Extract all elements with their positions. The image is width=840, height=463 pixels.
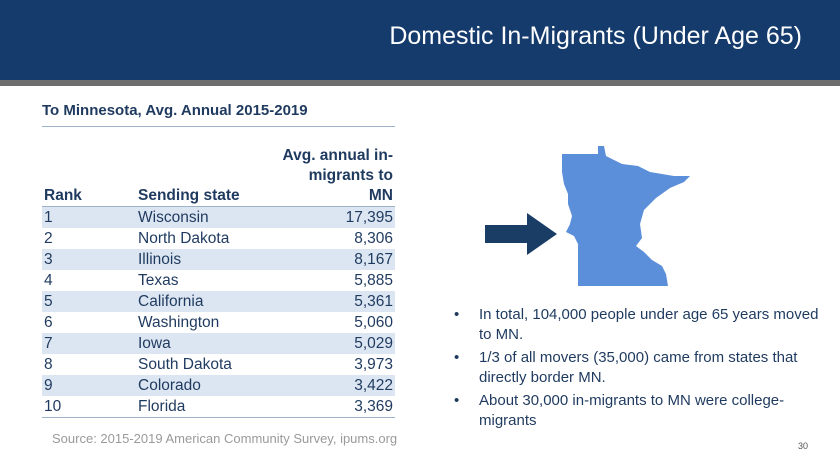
rank-cell: 5 xyxy=(44,293,53,310)
column-header-value: Avg. annual in- migrants to MN xyxy=(280,146,395,207)
rank-cell: 2 xyxy=(44,230,53,247)
state-cell: Iowa xyxy=(138,335,171,352)
state-cell: Texas xyxy=(138,272,179,289)
value-cell: 3,422 xyxy=(354,377,393,394)
column-header-state: Sending state xyxy=(138,187,240,204)
value-cell: 5,361 xyxy=(354,293,393,310)
rank-cell: 1 xyxy=(44,209,53,226)
state-cell: Florida xyxy=(138,398,186,415)
slide-header: Domestic In-Migrants (Under Age 65) xyxy=(0,0,840,80)
table-row: 6 Washington 5,060 xyxy=(42,312,395,333)
table-row: 1 Wisconsin 17,395 xyxy=(42,206,395,228)
slide-title: Domestic In-Migrants (Under Age 65) xyxy=(389,22,802,50)
value-cell: 17,395 xyxy=(345,209,393,226)
rank-cell: 7 xyxy=(44,335,53,352)
state-cell: Illinois xyxy=(138,251,182,268)
state-cell: South Dakota xyxy=(138,356,232,373)
state-cell: Washington xyxy=(138,314,220,331)
table-row: 2 North Dakota 8,306 xyxy=(42,228,395,249)
rank-cell: 3 xyxy=(44,251,53,268)
value-cell: 8,306 xyxy=(354,230,393,247)
value-cell: 3,369 xyxy=(354,398,393,415)
rank-cell: 9 xyxy=(44,377,53,394)
bullet-item: • 1/3 of all movers (35,000) came from st… xyxy=(452,348,824,388)
table-row: 9 Colorado 3,422 xyxy=(42,375,395,396)
table-row: 10 Florida 3,369 xyxy=(42,396,395,418)
bullet-glyph: • xyxy=(454,349,460,366)
rank-cell: 8 xyxy=(44,356,53,373)
rank-cell: 6 xyxy=(44,314,53,331)
state-cell: California xyxy=(138,293,204,310)
value-cell: 5,060 xyxy=(354,314,393,331)
right-arrow-icon xyxy=(485,213,557,255)
page-number: 30 xyxy=(797,441,808,451)
key-findings-list: • In total, 104,000 people under age 65 y… xyxy=(452,305,824,434)
column-header-value-line2: migrants to MN xyxy=(308,167,393,204)
state-cell: Wisconsin xyxy=(138,209,209,226)
table-row: 4 Texas 5,885 xyxy=(42,270,395,291)
bullet-glyph: • xyxy=(454,306,460,323)
header-stripe xyxy=(0,80,840,86)
bullet-text: 1/3 of all movers (35,000) came from sta… xyxy=(479,349,798,386)
bullet-text: In total, 104,000 people under age 65 ye… xyxy=(479,306,819,343)
table-row: 8 South Dakota 3,973 xyxy=(42,354,395,375)
bullet-text: About 30,000 in-migrants to MN were coll… xyxy=(479,392,785,429)
state-cell: Colorado xyxy=(138,377,201,394)
table-header-row: Rank Sending state Avg. annual in- migra… xyxy=(42,146,395,207)
value-cell: 5,029 xyxy=(354,335,393,352)
rank-cell: 10 xyxy=(44,398,62,415)
title-divider xyxy=(42,126,395,127)
table-row: 5 California 5,361 xyxy=(42,291,395,312)
source-note: Source: 2015-2019 American Community Sur… xyxy=(52,431,398,446)
value-cell: 8,167 xyxy=(354,251,393,268)
minnesota-map-icon xyxy=(562,146,690,286)
value-cell: 5,885 xyxy=(354,272,393,289)
table-row: 7 Iowa 5,029 xyxy=(42,333,395,354)
value-cell: 3,973 xyxy=(354,356,393,373)
migrants-table: Rank Sending state Avg. annual in- migra… xyxy=(42,146,395,418)
table-title: To Minnesota, Avg. Annual 2015-2019 xyxy=(42,102,308,119)
table-row: 3 Illinois 8,167 xyxy=(42,249,395,270)
bullet-glyph: • xyxy=(454,392,460,409)
bullet-item: • In total, 104,000 people under age 65 y… xyxy=(452,305,824,345)
state-cell: North Dakota xyxy=(138,230,230,247)
column-header-value-line1: Avg. annual in- xyxy=(282,147,393,164)
rank-cell: 4 xyxy=(44,272,53,289)
column-header-rank: Rank xyxy=(44,187,82,204)
bullet-item: • About 30,000 in-migrants to MN were col… xyxy=(452,391,824,431)
